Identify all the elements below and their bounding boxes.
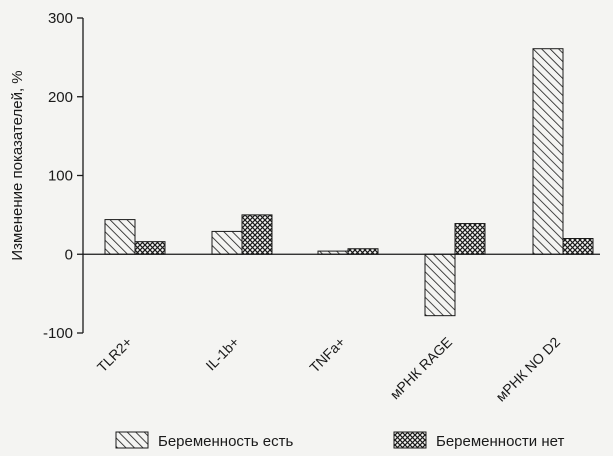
y-axis: -100 0 100 200 300 [43, 10, 84, 342]
legend: Беременность есть Беременности нет [115, 431, 564, 450]
bar-pregnancy-no-1 [241, 214, 273, 255]
y-tick-label: 100 [48, 168, 73, 185]
y-tick-label: 300 [48, 10, 73, 27]
x-category-label: мРНК RAGE [387, 334, 455, 402]
y-axis-title: Изменение показателей, % [9, 70, 26, 260]
bar-pregnancy-no-2 [347, 248, 379, 255]
legend-swatch-pregnancy-yes [115, 431, 149, 449]
x-category-label: TLR2+ [94, 334, 135, 375]
legend-label: Беременности нет [436, 433, 564, 450]
y-tick-label: -100 [43, 325, 73, 342]
x-category-label: TNFa+ [306, 334, 348, 376]
category-labels: TLR2+ IL-1b+ TNFa+ мРНК RAGE мРНК NO D2 [94, 334, 563, 405]
legend-swatch-pregnancy-no [393, 431, 427, 449]
y-tick-label: 0 [65, 246, 73, 263]
x-category-label: IL-1b+ [202, 334, 242, 374]
bar-pregnancy-yes-4 [532, 48, 564, 255]
bar-pregnancy-yes-1 [211, 230, 243, 255]
bar-pregnancy-no-4 [562, 238, 594, 255]
bar-pregnancy-no-3 [454, 223, 486, 255]
bar-pregnancy-yes-0 [104, 219, 136, 255]
bar-pregnancy-no-0 [134, 241, 166, 255]
bars [104, 48, 594, 317]
legend-label: Беременность есть [158, 433, 294, 450]
bar-pregnancy-yes-3 [424, 253, 456, 317]
y-tick-label: 200 [48, 89, 73, 106]
x-category-label: мРНК NO D2 [492, 334, 563, 405]
